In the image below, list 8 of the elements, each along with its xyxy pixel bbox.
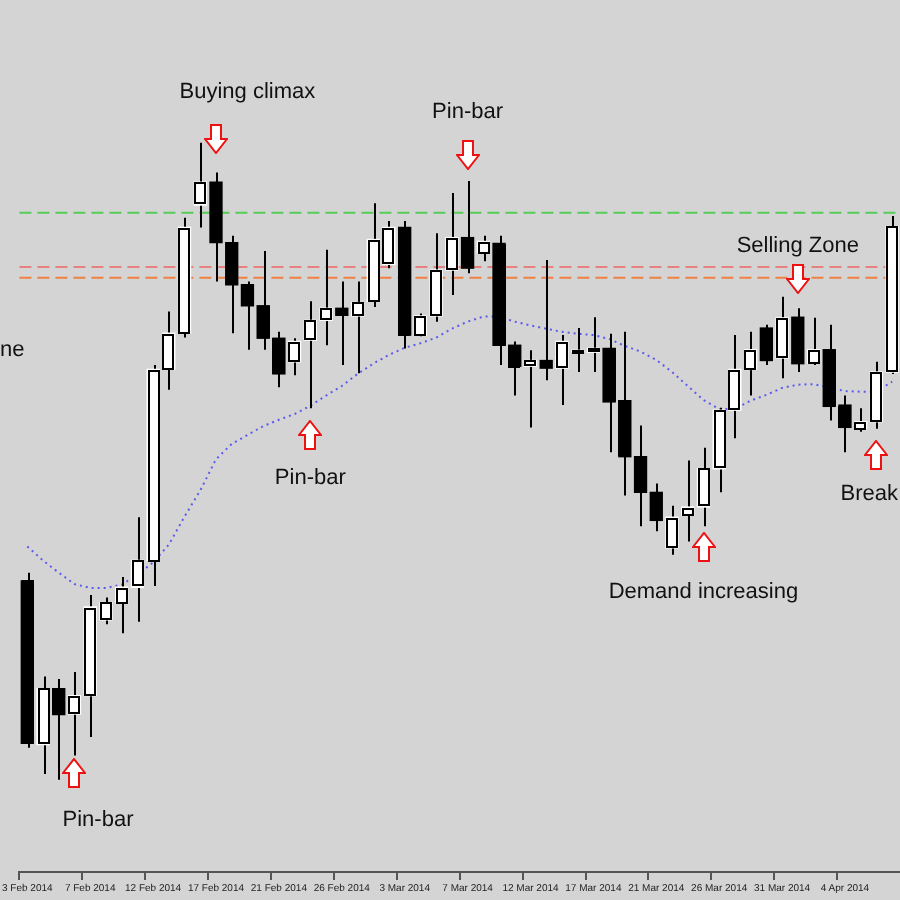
annotation: Demand increasing: [608, 580, 799, 604]
annotation: Break: [840, 482, 898, 506]
annotation: Selling Zone: [736, 234, 859, 258]
annotation: Pin-bar: [274, 466, 346, 490]
text: Buying climax: [179, 80, 316, 104]
text: Pin-bar: [432, 100, 504, 124]
annotation: ne: [0, 338, 25, 362]
text: Pin-bar: [62, 808, 134, 832]
